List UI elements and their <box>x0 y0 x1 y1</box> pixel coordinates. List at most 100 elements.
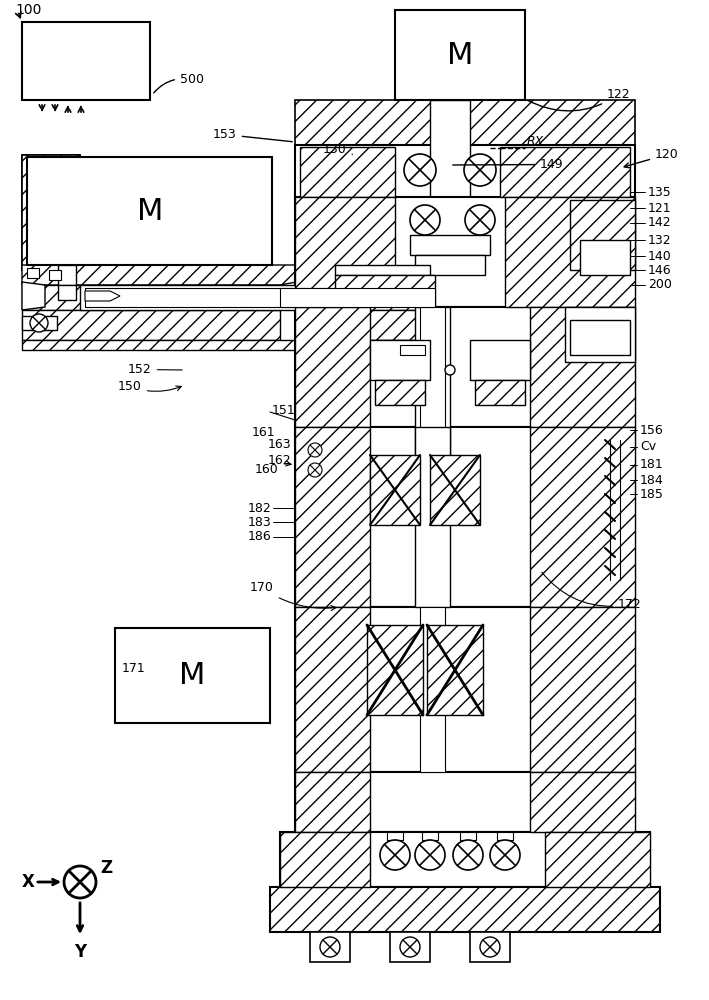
Circle shape <box>453 840 483 870</box>
Text: 160: 160 <box>255 461 291 476</box>
Polygon shape <box>335 310 430 340</box>
Bar <box>58 285 76 300</box>
Text: 185: 185 <box>640 488 664 500</box>
Text: 161: 161 <box>252 426 276 438</box>
Text: 200: 200 <box>648 278 672 292</box>
Bar <box>415 427 450 607</box>
Bar <box>570 320 630 355</box>
Bar <box>460 832 476 840</box>
Bar <box>400 345 425 355</box>
Polygon shape <box>295 100 635 145</box>
Bar <box>22 22 150 100</box>
Text: 140: 140 <box>648 249 671 262</box>
Bar <box>410 235 490 255</box>
Bar <box>22 316 57 330</box>
Circle shape <box>404 154 436 186</box>
Bar <box>22 155 80 270</box>
Polygon shape <box>530 607 635 772</box>
Circle shape <box>480 937 500 957</box>
Polygon shape <box>500 147 630 197</box>
Text: 130: 130 <box>323 143 352 156</box>
Text: 186: 186 <box>248 530 272 544</box>
Polygon shape <box>295 307 370 427</box>
Bar <box>310 932 350 962</box>
Text: 132: 132 <box>648 233 671 246</box>
Text: 152: 152 <box>128 363 182 376</box>
Bar <box>420 607 445 772</box>
Polygon shape <box>530 307 635 427</box>
Bar <box>27 157 272 265</box>
Polygon shape <box>505 197 635 307</box>
Polygon shape <box>335 265 430 275</box>
Circle shape <box>410 205 440 235</box>
Bar <box>422 832 438 840</box>
Text: 146: 146 <box>648 263 671 276</box>
Circle shape <box>380 840 410 870</box>
Polygon shape <box>335 340 430 350</box>
Polygon shape <box>430 455 480 525</box>
Circle shape <box>308 463 322 477</box>
Bar <box>420 307 445 447</box>
Polygon shape <box>367 625 423 715</box>
Bar <box>115 628 270 723</box>
Text: M: M <box>447 40 473 70</box>
Bar <box>295 772 635 832</box>
Bar <box>270 887 660 932</box>
Polygon shape <box>295 772 370 832</box>
Polygon shape <box>427 625 483 715</box>
Text: 100: 100 <box>15 3 41 17</box>
Polygon shape <box>280 832 370 887</box>
Text: 135: 135 <box>648 186 671 198</box>
Bar <box>475 380 525 405</box>
Text: 500: 500 <box>154 73 204 93</box>
Circle shape <box>308 443 322 457</box>
Circle shape <box>445 365 455 375</box>
Text: M: M <box>137 196 163 226</box>
Polygon shape <box>22 282 45 310</box>
Polygon shape <box>22 265 335 285</box>
Bar <box>497 832 513 840</box>
Text: 156: 156 <box>640 424 664 436</box>
Text: Z: Z <box>100 859 112 877</box>
Text: 183: 183 <box>248 516 272 528</box>
Text: 170: 170 <box>250 581 336 611</box>
Bar <box>395 10 525 100</box>
Text: 120: 120 <box>624 148 679 168</box>
Polygon shape <box>22 310 280 340</box>
Bar <box>470 340 530 380</box>
Text: 184: 184 <box>640 474 664 487</box>
Bar <box>580 240 630 275</box>
Text: M: M <box>179 660 205 690</box>
Text: 121: 121 <box>648 202 671 215</box>
Polygon shape <box>85 291 120 301</box>
Bar <box>295 427 635 607</box>
Text: Y: Y <box>74 943 86 961</box>
Circle shape <box>465 205 495 235</box>
Bar <box>49 270 61 280</box>
Bar <box>295 145 635 200</box>
Text: Cv: Cv <box>640 440 656 454</box>
Polygon shape <box>22 340 335 350</box>
Polygon shape <box>335 275 435 310</box>
Bar <box>390 932 430 962</box>
Bar <box>295 307 635 427</box>
Bar <box>58 265 76 285</box>
Circle shape <box>464 154 496 186</box>
Polygon shape <box>295 607 370 772</box>
Bar <box>415 255 485 275</box>
Text: RX: RX <box>527 135 545 148</box>
Bar <box>80 285 335 310</box>
Polygon shape <box>295 197 395 307</box>
Circle shape <box>30 314 48 332</box>
Polygon shape <box>300 147 395 197</box>
Text: 182: 182 <box>248 502 272 514</box>
Text: 162: 162 <box>268 454 291 466</box>
Bar <box>370 340 430 380</box>
Polygon shape <box>545 832 650 887</box>
Bar <box>415 307 450 457</box>
Bar <box>565 307 635 362</box>
Text: 163: 163 <box>268 438 291 452</box>
Text: 150: 150 <box>118 380 182 393</box>
Polygon shape <box>22 285 280 310</box>
Bar <box>295 607 635 772</box>
